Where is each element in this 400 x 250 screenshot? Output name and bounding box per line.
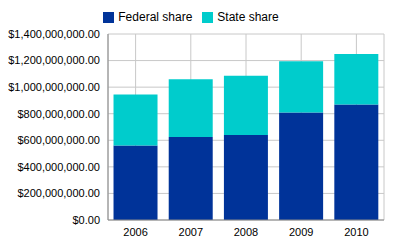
- svg-text:$0.00: $0.00: [72, 214, 100, 226]
- svg-text:2007: 2007: [179, 226, 203, 238]
- svg-text:2008: 2008: [234, 226, 258, 238]
- svg-text:2006: 2006: [123, 226, 147, 238]
- svg-text:2010: 2010: [344, 226, 368, 238]
- svg-text:$200,000,000.00: $200,000,000.00: [17, 187, 100, 199]
- svg-text:$1,400,000,000.00: $1,400,000,000.00: [8, 28, 100, 40]
- svg-text:$800,000,000.00: $800,000,000.00: [17, 108, 100, 120]
- svg-text:$1,200,000,000.00: $1,200,000,000.00: [8, 54, 100, 66]
- html-text:State share: State share: [217, 10, 279, 24]
- svg-text:$1,000,000,000.00: $1,000,000,000.00: [8, 81, 100, 93]
- html-text:Federal share: Federal share: [118, 10, 193, 24]
- svg-text:2009: 2009: [289, 226, 313, 238]
- svg-text:$600,000,000.00: $600,000,000.00: [17, 134, 100, 146]
- svg-text:$400,000,000.00: $400,000,000.00: [17, 161, 100, 173]
